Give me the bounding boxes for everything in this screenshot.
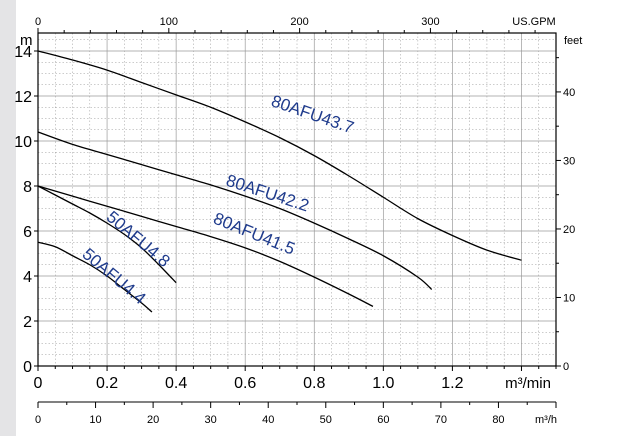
right-tick-label: 20 — [563, 224, 575, 236]
left-tick-label: 8 — [23, 179, 32, 196]
m3h-tick-label: 10 — [89, 414, 101, 426]
right-tick-label: 30 — [563, 155, 575, 167]
series-line-50afu4-4 — [37, 241, 153, 313]
top-tick-label: 300 — [421, 16, 439, 28]
m3h-tick-label: 20 — [147, 414, 159, 426]
bottom-tick-label: 0.2 — [96, 375, 118, 392]
right-tick-label: 10 — [563, 292, 575, 304]
bottom-tick-label: 1.0 — [372, 375, 394, 392]
top-tick-label: 100 — [160, 16, 178, 28]
m3h-tick-label: 60 — [377, 414, 389, 426]
series-line-80afu41-5 — [37, 185, 374, 307]
bottom-tick-label: 1.2 — [441, 375, 463, 392]
right-tick-label: 40 — [563, 87, 575, 99]
right-axis-unit: feet — [564, 35, 582, 47]
top-axis-unit: US.GPM — [512, 16, 555, 28]
top-tick-label: 200 — [290, 16, 308, 28]
bottom-tick-label: 0 — [34, 375, 43, 392]
series-line-80afu43-7 — [37, 50, 522, 261]
m3h-tick-label: 80 — [492, 414, 504, 426]
left-tick-label: 2 — [23, 314, 32, 331]
series-line-50afu4-8 — [37, 185, 177, 284]
top-tick-label: 0 — [35, 16, 41, 28]
left-tick-label: 14 — [14, 44, 32, 61]
bottom-tick-label: 0.4 — [165, 375, 187, 392]
left-axis-unit: m — [20, 32, 33, 49]
bottom-tick-label: 0.6 — [234, 375, 256, 392]
m3h-tick-label: 70 — [435, 414, 447, 426]
right-tick-label: 0 — [563, 361, 569, 373]
m3h-axis-unit: m³/h — [535, 414, 557, 426]
left-tick-label: 12 — [14, 89, 32, 106]
series-line-80afu42-2 — [37, 131, 433, 290]
left-tick-label: 0 — [23, 359, 32, 376]
series — [37, 50, 522, 313]
m3h-tick-label: 50 — [320, 414, 332, 426]
m3h-tick-label: 40 — [262, 414, 274, 426]
left-tick-label: 10 — [14, 134, 32, 151]
grid — [38, 33, 556, 366]
m3h-tick-label: 30 — [205, 414, 217, 426]
left-tick-label: 6 — [23, 224, 32, 241]
bottom-tick-label: 0.8 — [303, 375, 325, 392]
m3h-tick-label: 0 — [35, 414, 41, 426]
bottom-axis-unit: m³/min — [505, 375, 551, 392]
left-shadow — [0, 0, 16, 436]
left-tick-label: 4 — [23, 269, 32, 286]
